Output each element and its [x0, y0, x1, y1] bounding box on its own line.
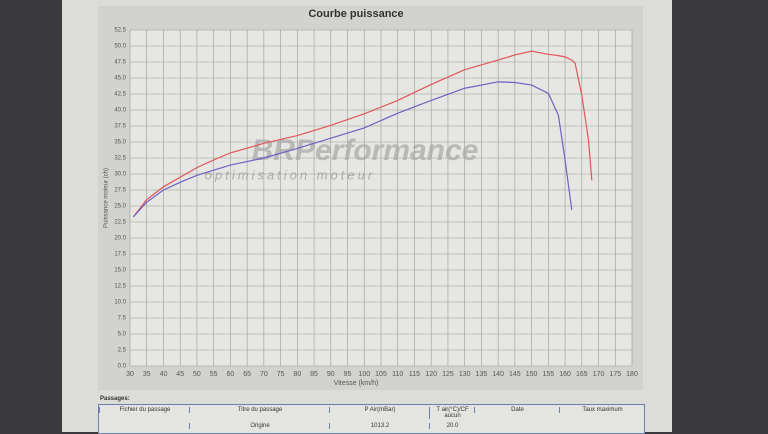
y-tick-label: 40.0 — [114, 108, 126, 114]
x-tick-label: 55 — [210, 371, 218, 378]
x-tick-label: 75 — [277, 371, 285, 378]
x-tick-label: 35 — [143, 371, 151, 378]
watermark-sub: optimisation moteur — [205, 167, 375, 182]
x-tick-label: 140 — [492, 371, 504, 378]
x-tick-label: 65 — [243, 371, 251, 378]
chart-title: Courbe puissance — [308, 8, 403, 20]
x-tick-label: 115 — [409, 371, 420, 378]
table: Fichier du passage Titre du passage P Air(… — [98, 404, 645, 434]
table-title: Passages: — [100, 396, 130, 402]
y-tick-label: 32.5 — [114, 156, 126, 162]
x-tick-label: 80 — [293, 371, 301, 378]
y-tick-label: 25.0 — [114, 204, 126, 210]
x-tick-label: 160 — [559, 371, 571, 378]
x-tick-label: 60 — [227, 371, 235, 378]
y-tick-label: 37.5 — [114, 124, 126, 130]
x-tick-label: 110 — [392, 371, 403, 378]
y-tick-label: 17.5 — [114, 252, 126, 258]
table-cell: Date — [474, 407, 560, 413]
table-cell: 20.0 — [429, 423, 475, 429]
y-tick-label: 10.0 — [114, 300, 126, 306]
x-tick-label: 180 — [626, 371, 638, 378]
y-tick-label: 35.0 — [114, 140, 126, 146]
x-tick-label: 145 — [509, 371, 521, 378]
series-line — [132, 81, 573, 218]
y-tick-label: 20.0 — [114, 236, 126, 242]
x-tick-label: 105 — [375, 371, 387, 378]
y-tick-label: 47.5 — [114, 60, 126, 66]
x-tick-label: 40 — [160, 371, 168, 378]
x-tick-label: 30 — [126, 371, 134, 378]
y-tick-label: 45.0 — [114, 76, 126, 82]
x-tick-label: 125 — [442, 371, 454, 378]
series-line — [132, 50, 593, 218]
table-cell: T air(°C)/CF aucun — [429, 407, 475, 419]
y-tick-label: 2.5 — [118, 348, 127, 354]
table-cell: Origine — [189, 423, 330, 429]
table-cell: Fichier du passage — [99, 407, 190, 413]
y-tick-label: 0.0 — [118, 364, 127, 370]
x-tick-label: 175 — [609, 371, 621, 378]
x-tick-label: 120 — [425, 371, 437, 378]
x-tick-label: 70 — [260, 371, 268, 378]
x-tick-label: 130 — [459, 371, 471, 378]
y-tick-label: 30.0 — [114, 172, 126, 178]
x-tick-label: 170 — [593, 371, 605, 378]
x-tick-label: 50 — [193, 371, 201, 378]
y-tick-label: 12.5 — [114, 284, 126, 290]
y-tick-label: 52.5 — [114, 28, 126, 34]
x-tick-label: 135 — [476, 371, 488, 378]
y-axis-label: Puissance moteur (ch) — [104, 168, 110, 228]
y-tick-label: 42.5 — [114, 92, 126, 98]
x-tick-label: 45 — [176, 371, 184, 378]
table-cell: Titre du passage — [189, 407, 330, 413]
x-tick-label: 165 — [576, 371, 588, 378]
table-cell: P Air(mBar) — [329, 407, 430, 413]
x-tick-label: 150 — [526, 371, 538, 378]
y-tick-label: 27.5 — [114, 188, 126, 194]
table-cell: Taux maximum — [559, 407, 645, 413]
x-tick-label: 85 — [310, 371, 318, 378]
y-tick-label: 5.0 — [118, 332, 127, 338]
y-tick-label: 22.5 — [114, 220, 126, 226]
x-tick-label: 95 — [344, 371, 352, 378]
x-tick-label: 90 — [327, 371, 335, 378]
table-cell: 1013.2 — [329, 423, 430, 429]
y-tick-label: 50.0 — [114, 44, 126, 50]
x-tick-label: 155 — [542, 371, 554, 378]
x-tick-label: 100 — [358, 371, 370, 378]
x-axis-label: Vitesse (km/h) — [334, 380, 379, 387]
y-tick-label: 15.0 — [114, 268, 126, 274]
y-tick-label: 7.5 — [118, 316, 127, 322]
